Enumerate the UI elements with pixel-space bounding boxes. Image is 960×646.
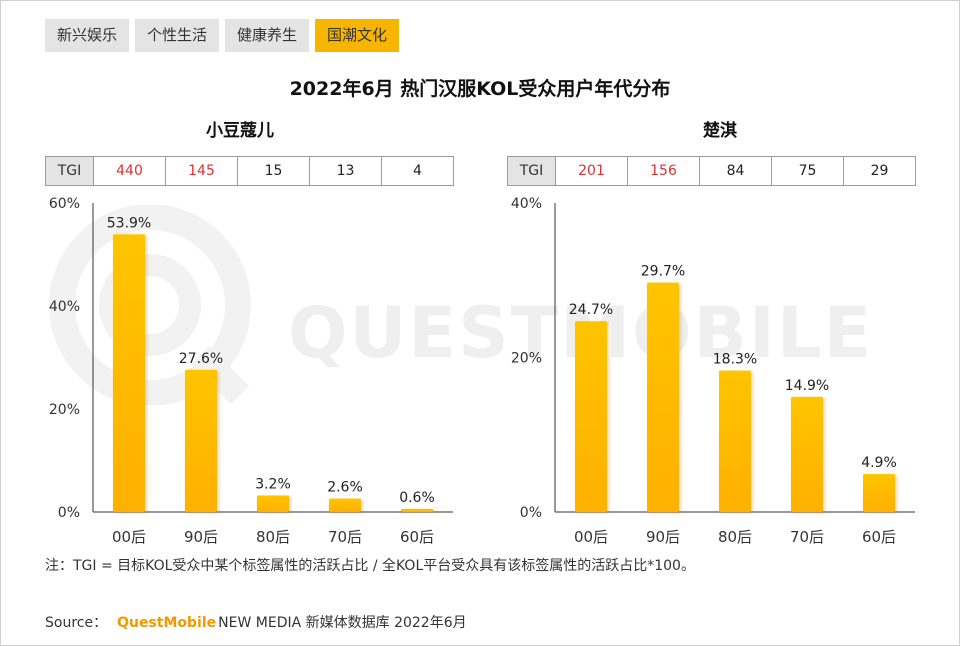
bar bbox=[329, 498, 361, 512]
y-tick-label: 0% bbox=[520, 505, 542, 521]
tgi-table-right: TGI 201 156 84 75 29 bbox=[507, 156, 916, 186]
tgi-cell: 13 bbox=[309, 156, 382, 186]
y-tick-label: 40% bbox=[511, 196, 542, 212]
tgi-table-left: TGI 440 145 15 13 4 bbox=[45, 156, 454, 186]
y-tick-label: 60% bbox=[49, 196, 80, 212]
x-tick-label: 70后 bbox=[328, 528, 362, 546]
source-suffix: NEW MEDIA 新媒体数据库 2022年6月 bbox=[218, 615, 467, 631]
bar-value-label: 0.6% bbox=[399, 490, 435, 506]
y-tick-label: 40% bbox=[49, 299, 80, 315]
chart-title: 2022年6月 热门汉服KOL受众用户年代分布 bbox=[289, 78, 671, 100]
bar bbox=[791, 396, 823, 512]
bar bbox=[647, 282, 679, 512]
tgi-cell: 145 bbox=[165, 156, 238, 186]
bar-value-label: 27.6% bbox=[179, 351, 223, 367]
x-tick-label: 00后 bbox=[574, 528, 608, 546]
tab-emerging-entertainment[interactable]: 新兴娱乐 bbox=[45, 19, 130, 52]
bar bbox=[863, 474, 895, 512]
category-tabs: 新兴娱乐 个性生活 健康养生 国潮文化 bbox=[45, 19, 400, 52]
source-brand: QuestMobile bbox=[117, 615, 217, 631]
tgi-cell: 84 bbox=[699, 156, 772, 186]
bar bbox=[719, 370, 751, 512]
x-tick-label: 00后 bbox=[112, 528, 146, 546]
bar-chart-left: 0% 20% 40% 60% 53.9% 00后 27.6% 90后 3.2% 80后 2.6% 70… bbox=[49, 196, 453, 546]
tab-guochao-culture[interactable]: 国潮文化 bbox=[315, 19, 400, 52]
x-tick-label: 60后 bbox=[400, 528, 434, 546]
tgi-cell: 201 bbox=[555, 156, 628, 186]
footnote: 注：TGI = 目标KOL受众中某个标签属性的活跃占比 / 全KOL平台受众具有… bbox=[45, 558, 695, 574]
bar bbox=[575, 321, 607, 512]
bar-value-label: 18.3% bbox=[713, 352, 757, 368]
x-tick-label: 80后 bbox=[256, 528, 290, 546]
y-tick-label: 20% bbox=[49, 402, 80, 418]
tgi-cell: 75 bbox=[771, 156, 844, 186]
bar-chart-right: 0% 20% 40% 24.7% 00后 29.7% 90后 18.3% 80后 14.9% 70后… bbox=[511, 196, 915, 546]
panel-title-right: 楚淇 bbox=[703, 121, 737, 141]
x-tick-label: 90后 bbox=[646, 528, 680, 546]
tgi-cell: 29 bbox=[843, 156, 916, 186]
y-tick-label: 20% bbox=[511, 351, 542, 367]
bar-value-label: 3.2% bbox=[255, 477, 291, 493]
tab-health[interactable]: 健康养生 bbox=[225, 19, 310, 52]
tgi-cell: 156 bbox=[627, 156, 700, 186]
x-tick-label: 90后 bbox=[184, 528, 218, 546]
source-line: Source： QuestMobile NEW MEDIA 新媒体数据库 202… bbox=[45, 612, 467, 632]
bar bbox=[185, 369, 217, 512]
tgi-cell: 4 bbox=[381, 156, 454, 186]
bar-value-label: 29.7% bbox=[641, 264, 685, 280]
bar-value-label: 2.6% bbox=[327, 480, 363, 496]
y-tick-label: 0% bbox=[58, 505, 80, 521]
tgi-cell: 440 bbox=[93, 156, 166, 186]
bar bbox=[113, 234, 145, 513]
bar-value-label: 4.9% bbox=[861, 455, 897, 471]
bar-value-label: 14.9% bbox=[785, 378, 829, 394]
tgi-header: TGI bbox=[507, 156, 556, 186]
x-tick-label: 70后 bbox=[790, 528, 824, 546]
tab-personal-life[interactable]: 个性生活 bbox=[135, 19, 220, 52]
tgi-cell: 15 bbox=[237, 156, 310, 186]
source-prefix: Source： bbox=[45, 615, 108, 631]
bar bbox=[401, 508, 433, 512]
x-tick-label: 60后 bbox=[862, 528, 896, 546]
bar bbox=[257, 495, 289, 512]
x-tick-label: 80后 bbox=[718, 528, 752, 546]
panel-title-left: 小豆蔻儿 bbox=[206, 121, 274, 141]
bar-value-label: 24.7% bbox=[569, 302, 613, 318]
tgi-header: TGI bbox=[45, 156, 94, 186]
bar-value-label: 53.9% bbox=[107, 215, 151, 231]
